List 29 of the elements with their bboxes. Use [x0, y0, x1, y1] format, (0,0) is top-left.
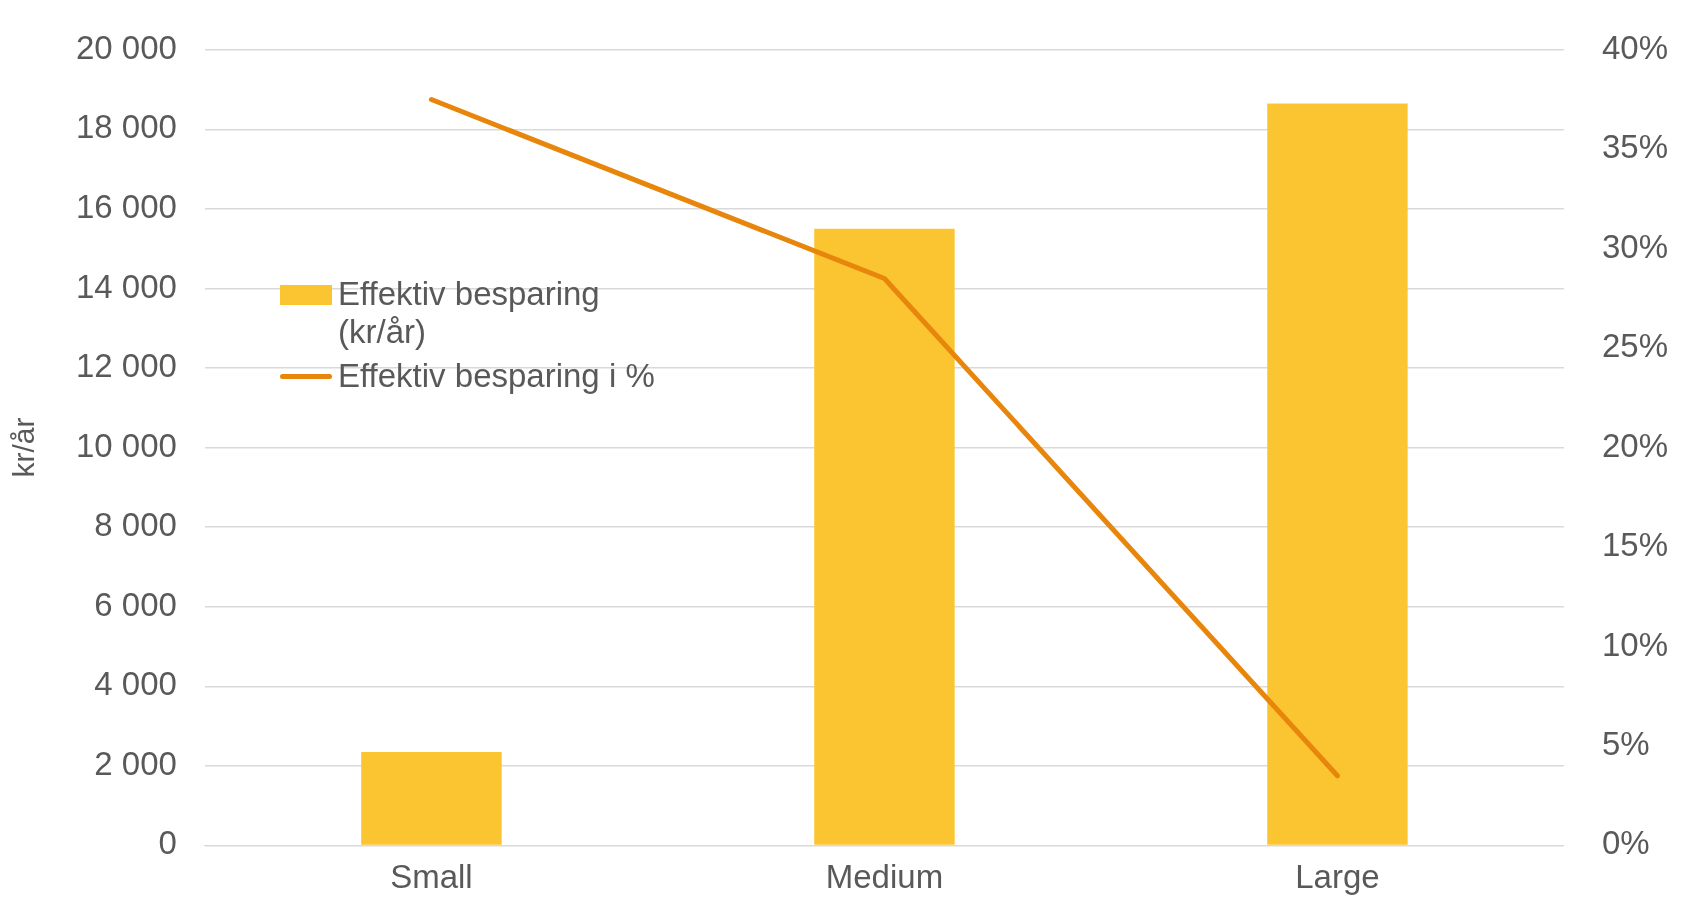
y-tick-label: 0 — [158, 824, 177, 862]
x-tick-label: Small — [390, 858, 473, 896]
y2-tick-label: 10% — [1601, 625, 1669, 663]
y-tick-label: 2 000 — [94, 744, 177, 782]
y-tick-label: 10 000 — [76, 426, 177, 464]
y2-tick-label: 25% — [1601, 327, 1669, 365]
x-tick-label: Large — [1295, 858, 1380, 896]
bar — [361, 751, 502, 845]
bar — [814, 228, 955, 845]
legend-label: Effektiv besparing (kr/år) — [338, 275, 601, 351]
y2-tick-label: 5% — [1601, 725, 1650, 763]
y-axis-title: kr/år — [7, 417, 41, 478]
y-tick-label: 12 000 — [76, 347, 177, 385]
y-tick-label: 6 000 — [94, 585, 177, 623]
y-tick-label: 8 000 — [94, 506, 177, 544]
y2-tick-label: 15% — [1601, 526, 1669, 564]
y-tick-label: 18 000 — [76, 108, 177, 146]
x-tick-label: Medium — [825, 858, 944, 896]
legend-label: Effektiv besparing i % — [338, 357, 655, 395]
y-tick-label: 14 000 — [76, 267, 177, 305]
y-tick-label: 16 000 — [76, 188, 177, 226]
y2-tick-label: 40% — [1601, 28, 1669, 66]
y2-tick-label: 30% — [1601, 227, 1669, 265]
y2-tick-label: 0% — [1601, 824, 1650, 862]
y-tick-label: 4 000 — [94, 665, 177, 703]
y-tick-label: 20 000 — [76, 28, 177, 66]
y2-tick-label: 20% — [1601, 426, 1669, 464]
y2-tick-label: 35% — [1601, 128, 1669, 166]
bar — [1267, 103, 1408, 845]
